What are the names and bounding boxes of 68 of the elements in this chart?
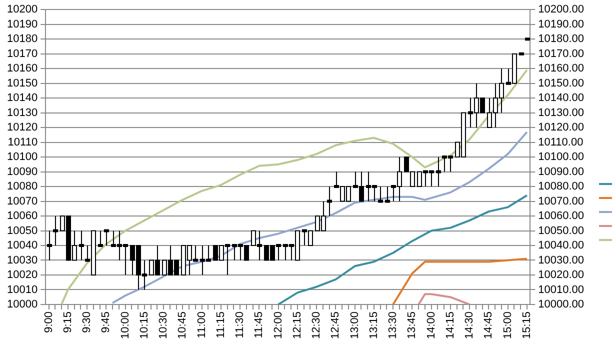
x-tick-label: 11:15	[214, 311, 227, 338]
x-tick-label: 15:00	[502, 311, 514, 340]
y2-tick-label: 10010.00	[538, 284, 584, 296]
y-tick-label: 10140	[6, 92, 38, 104]
x-tick-label: 12:45	[330, 311, 342, 340]
y-tick-label: 10070	[6, 195, 38, 208]
x-tick-label: 9:30	[81, 311, 94, 333]
y2-tick-label: 10140.00	[538, 92, 584, 104]
y2-tick-label: 10120.00	[538, 122, 584, 134]
x-tick-label: 9:45	[100, 311, 112, 333]
x-tick-label: 13:30	[387, 311, 400, 340]
y-tick-label: 10060	[6, 210, 38, 222]
y2-tick-label: 10090.00	[538, 166, 584, 178]
y2-tick-label: 10000.00	[538, 298, 584, 311]
y-tick-label: 10180	[6, 33, 38, 46]
x-tick-label: 12:00	[272, 311, 284, 340]
x-tick-label: 9:00	[42, 311, 55, 333]
x-tick-label: 11:30	[234, 311, 246, 338]
y-tick-label: 10110	[8, 136, 38, 148]
y-tick-label: 10150	[6, 77, 38, 90]
y-tick-label: 10080	[6, 180, 38, 193]
x-tick-label: 10:15	[138, 311, 150, 340]
y-tick-label: 10190	[6, 18, 38, 30]
x-tick-label: 11:45	[253, 311, 266, 338]
x-tick-label: 14:15	[444, 311, 456, 340]
y2-tick-label: 10130.00	[538, 106, 584, 119]
y-tick-label: 10130	[6, 106, 38, 119]
y2-tick-label: 10050.00	[538, 224, 584, 237]
y-tick-label: 10040	[6, 240, 38, 252]
x-tick-label: 12:30	[310, 311, 323, 340]
x-tick-label: 13:15	[368, 311, 380, 340]
x-tick-label: 10:30	[158, 311, 170, 340]
x-tick-label: 13:00	[348, 311, 361, 340]
y2-tick-label: 10200.00	[538, 4, 584, 16]
x-tick-label: 14:30	[464, 311, 476, 340]
y2-tick-label: 10150.00	[538, 77, 584, 90]
x-tick-label: 10:45	[176, 311, 189, 340]
x-tick-label: 12:15	[291, 311, 304, 340]
y2-tick-label: 10030.00	[538, 254, 584, 266]
x-tick-label: 14:45	[482, 311, 495, 340]
y-tick-label: 10030	[6, 254, 38, 266]
y2-tick-label: 10170.00	[538, 48, 584, 60]
y2-tick-label: 10070.00	[538, 195, 584, 208]
x-tick-label: 13:45	[406, 311, 418, 340]
x-tick-label: 9:15	[62, 311, 74, 333]
x-tick-label: 15:15	[520, 311, 533, 340]
x-tick-label: 14:00	[425, 311, 438, 340]
y-tick-label: 10200	[6, 4, 38, 16]
x-tick-label: 10:00	[119, 311, 132, 340]
y2-tick-label: 10100.00	[538, 151, 584, 164]
y2-tick-label: 10080.00	[538, 180, 584, 193]
y2-tick-label: 10020.00	[538, 269, 584, 282]
y-tick-label: 10100	[6, 151, 38, 164]
y-tick-label: 10160	[6, 62, 38, 75]
y-tick-label: 10010	[6, 284, 38, 296]
y-tick-label: 10170	[6, 48, 38, 60]
y2-tick-label: 10110.00	[538, 136, 584, 148]
y-tick-label: 10050	[6, 224, 38, 237]
y-tick-label: 10120	[6, 122, 38, 134]
y-tick-label: 10090	[6, 166, 38, 178]
y2-tick-label: 10180.00	[538, 33, 584, 46]
y-tick-label: 10000	[6, 298, 38, 311]
y2-tick-label: 10060.00	[538, 210, 584, 222]
y2-tick-label: 10040.00	[538, 240, 584, 252]
y2-tick-label: 10160.00	[538, 62, 584, 75]
y2-tick-label: 10190.00	[538, 18, 584, 30]
y-tick-label: 10020	[6, 269, 38, 282]
x-tick-label: 11:00	[196, 311, 208, 338]
